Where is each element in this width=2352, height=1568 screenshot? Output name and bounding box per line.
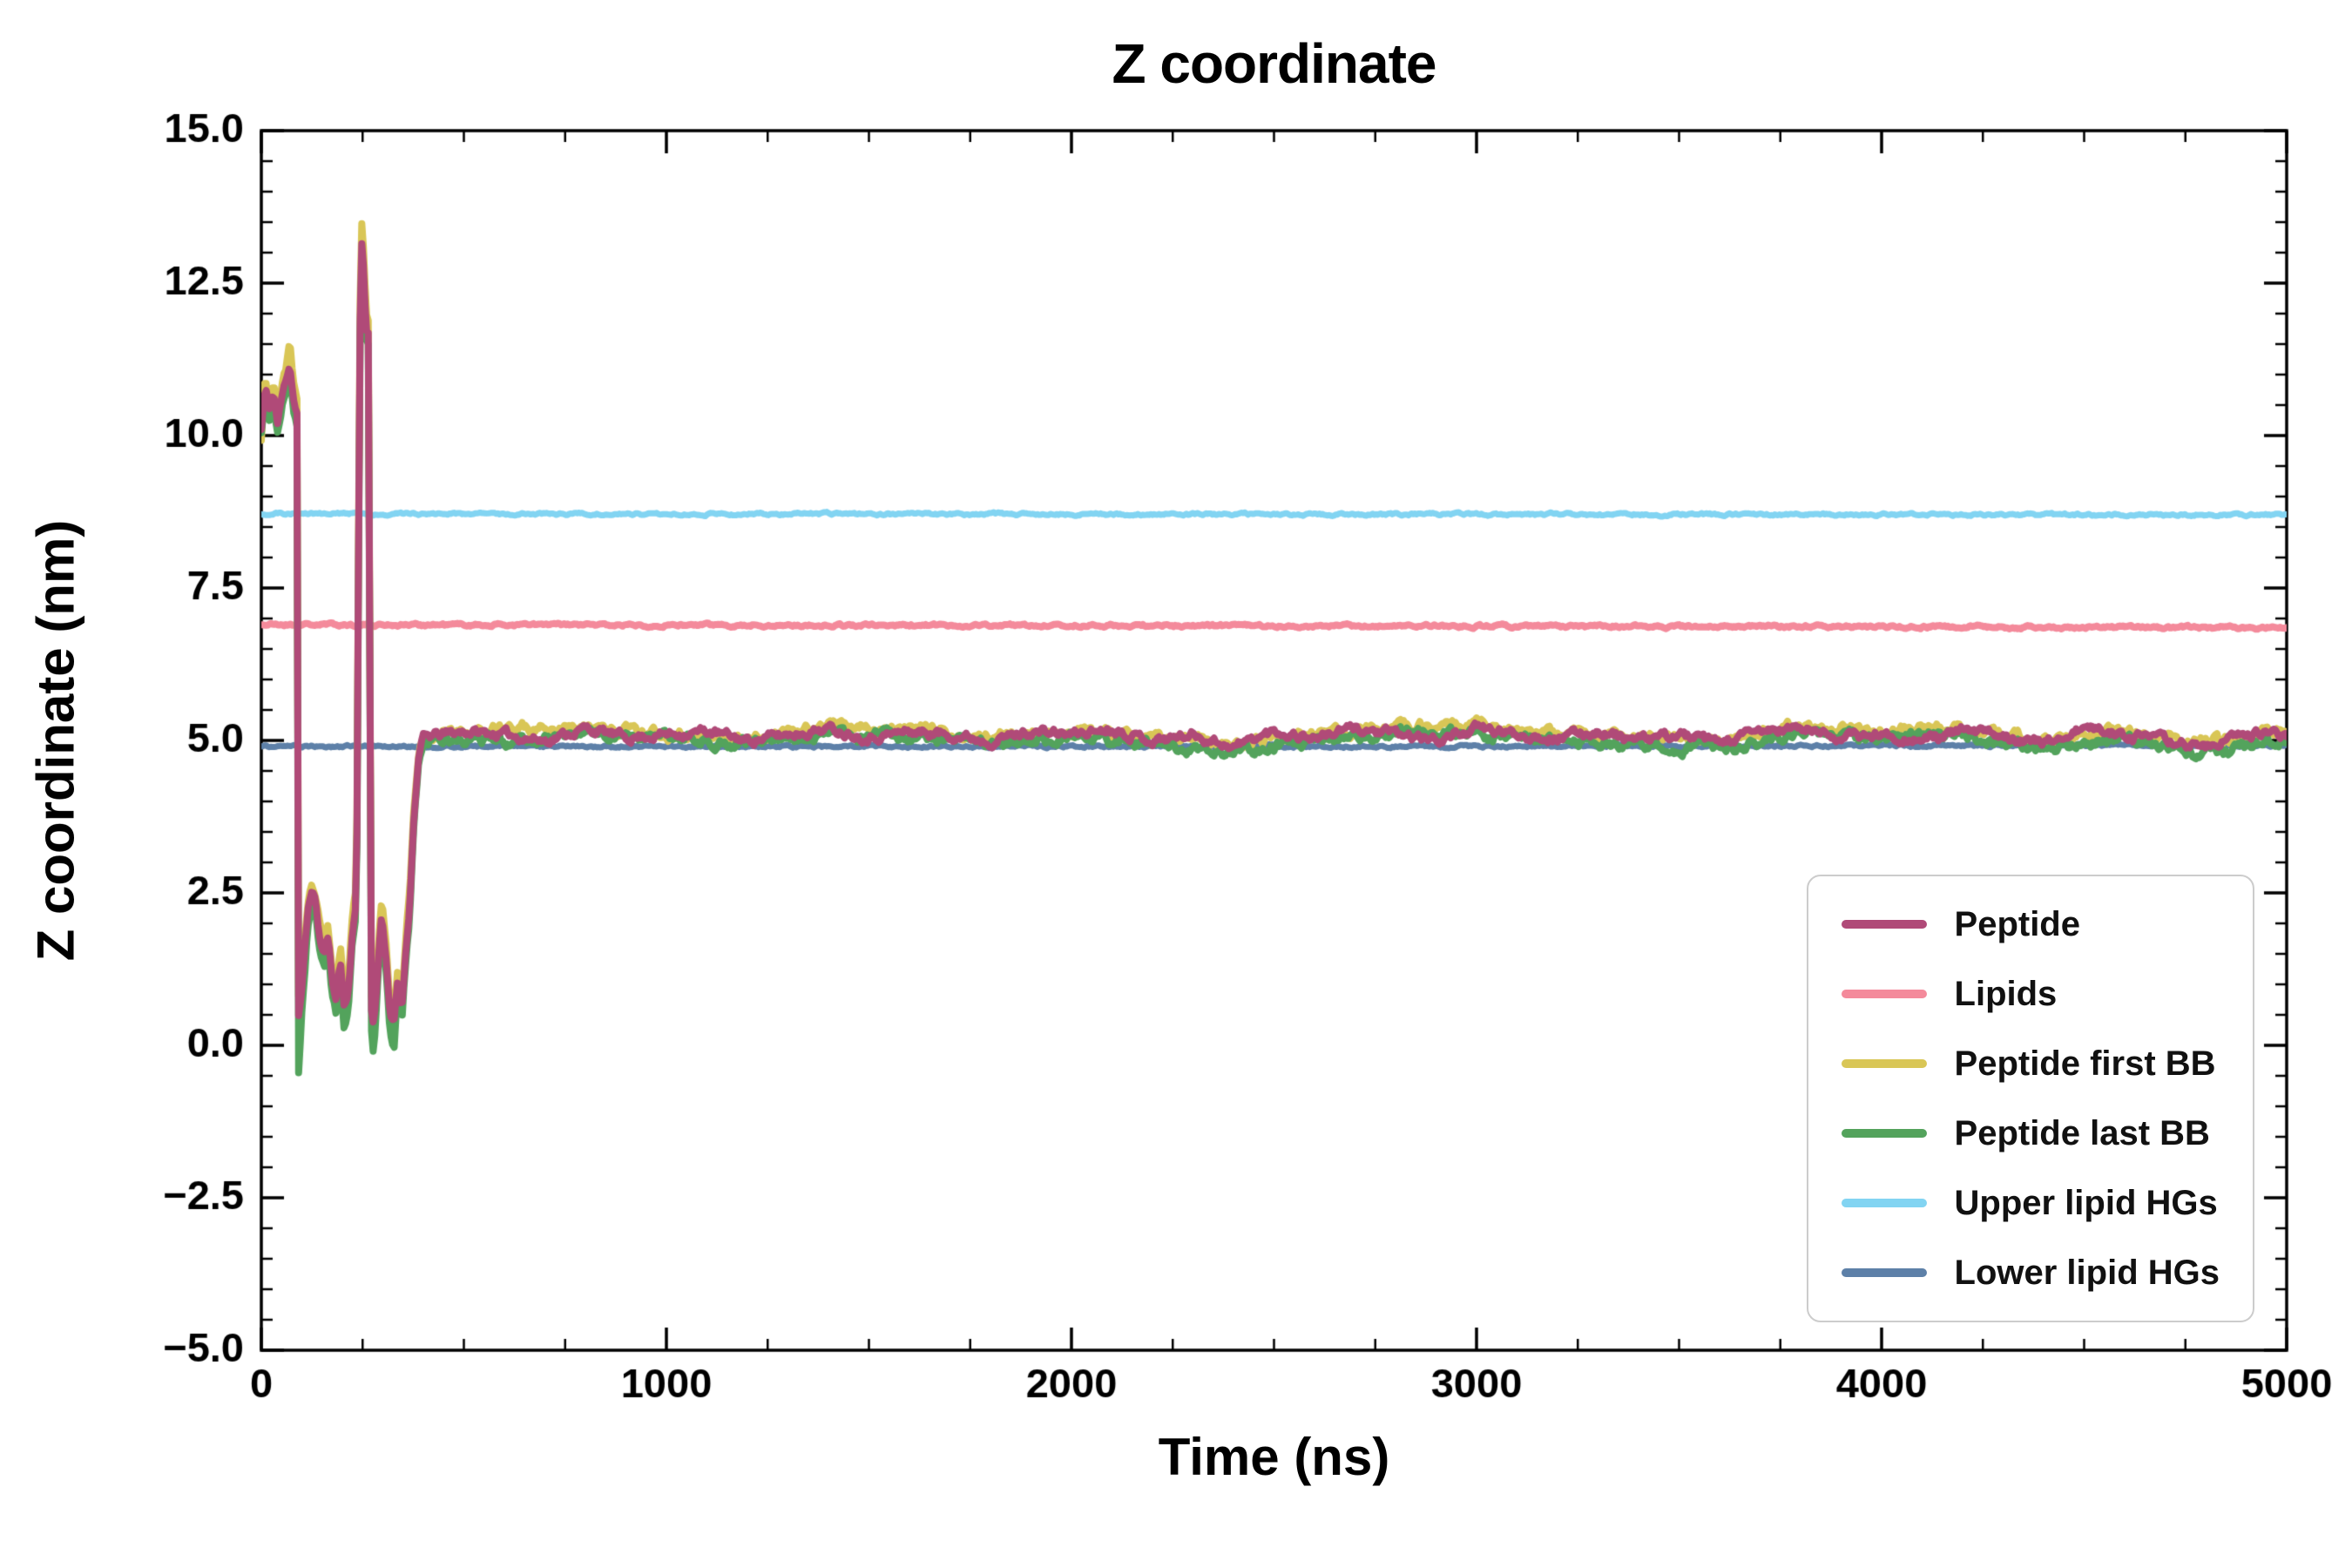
legend-swatch bbox=[1841, 920, 1927, 929]
chart-title: Z coordinate bbox=[1112, 32, 1436, 95]
x-axis-label: Time (ns) bbox=[1158, 1428, 1390, 1486]
legend-item: Upper lipid HGs bbox=[1841, 1181, 2220, 1225]
legend-swatch bbox=[1841, 1059, 1927, 1068]
legend-item: Peptide bbox=[1841, 902, 2220, 946]
legend-swatch bbox=[1841, 1129, 1927, 1138]
legend-swatch bbox=[1841, 1268, 1927, 1277]
legend-label: Peptide bbox=[1954, 904, 2080, 943]
legend-label: Lipids bbox=[1954, 974, 2058, 1013]
legend-label: Lower lipid HGs bbox=[1954, 1253, 2220, 1292]
legend-item: Peptide last BB bbox=[1841, 1112, 2220, 1155]
legend-label: Upper lipid HGs bbox=[1954, 1183, 2218, 1222]
legend-item: Lower lipid HGs bbox=[1841, 1251, 2220, 1294]
legend-item: Peptide first BB bbox=[1841, 1042, 2220, 1085]
legend-item: Lipids bbox=[1841, 972, 2220, 1016]
legend: Peptide Lipids Peptide first BB Peptide las… bbox=[1806, 875, 2254, 1322]
y-axis-label: Z coordinate (nm) bbox=[26, 519, 85, 962]
legend-swatch bbox=[1841, 1199, 1927, 1207]
legend-label: Peptide last BB bbox=[1954, 1113, 2210, 1152]
legend-label: Peptide first BB bbox=[1954, 1044, 2216, 1083]
legend-swatch bbox=[1841, 990, 1927, 998]
